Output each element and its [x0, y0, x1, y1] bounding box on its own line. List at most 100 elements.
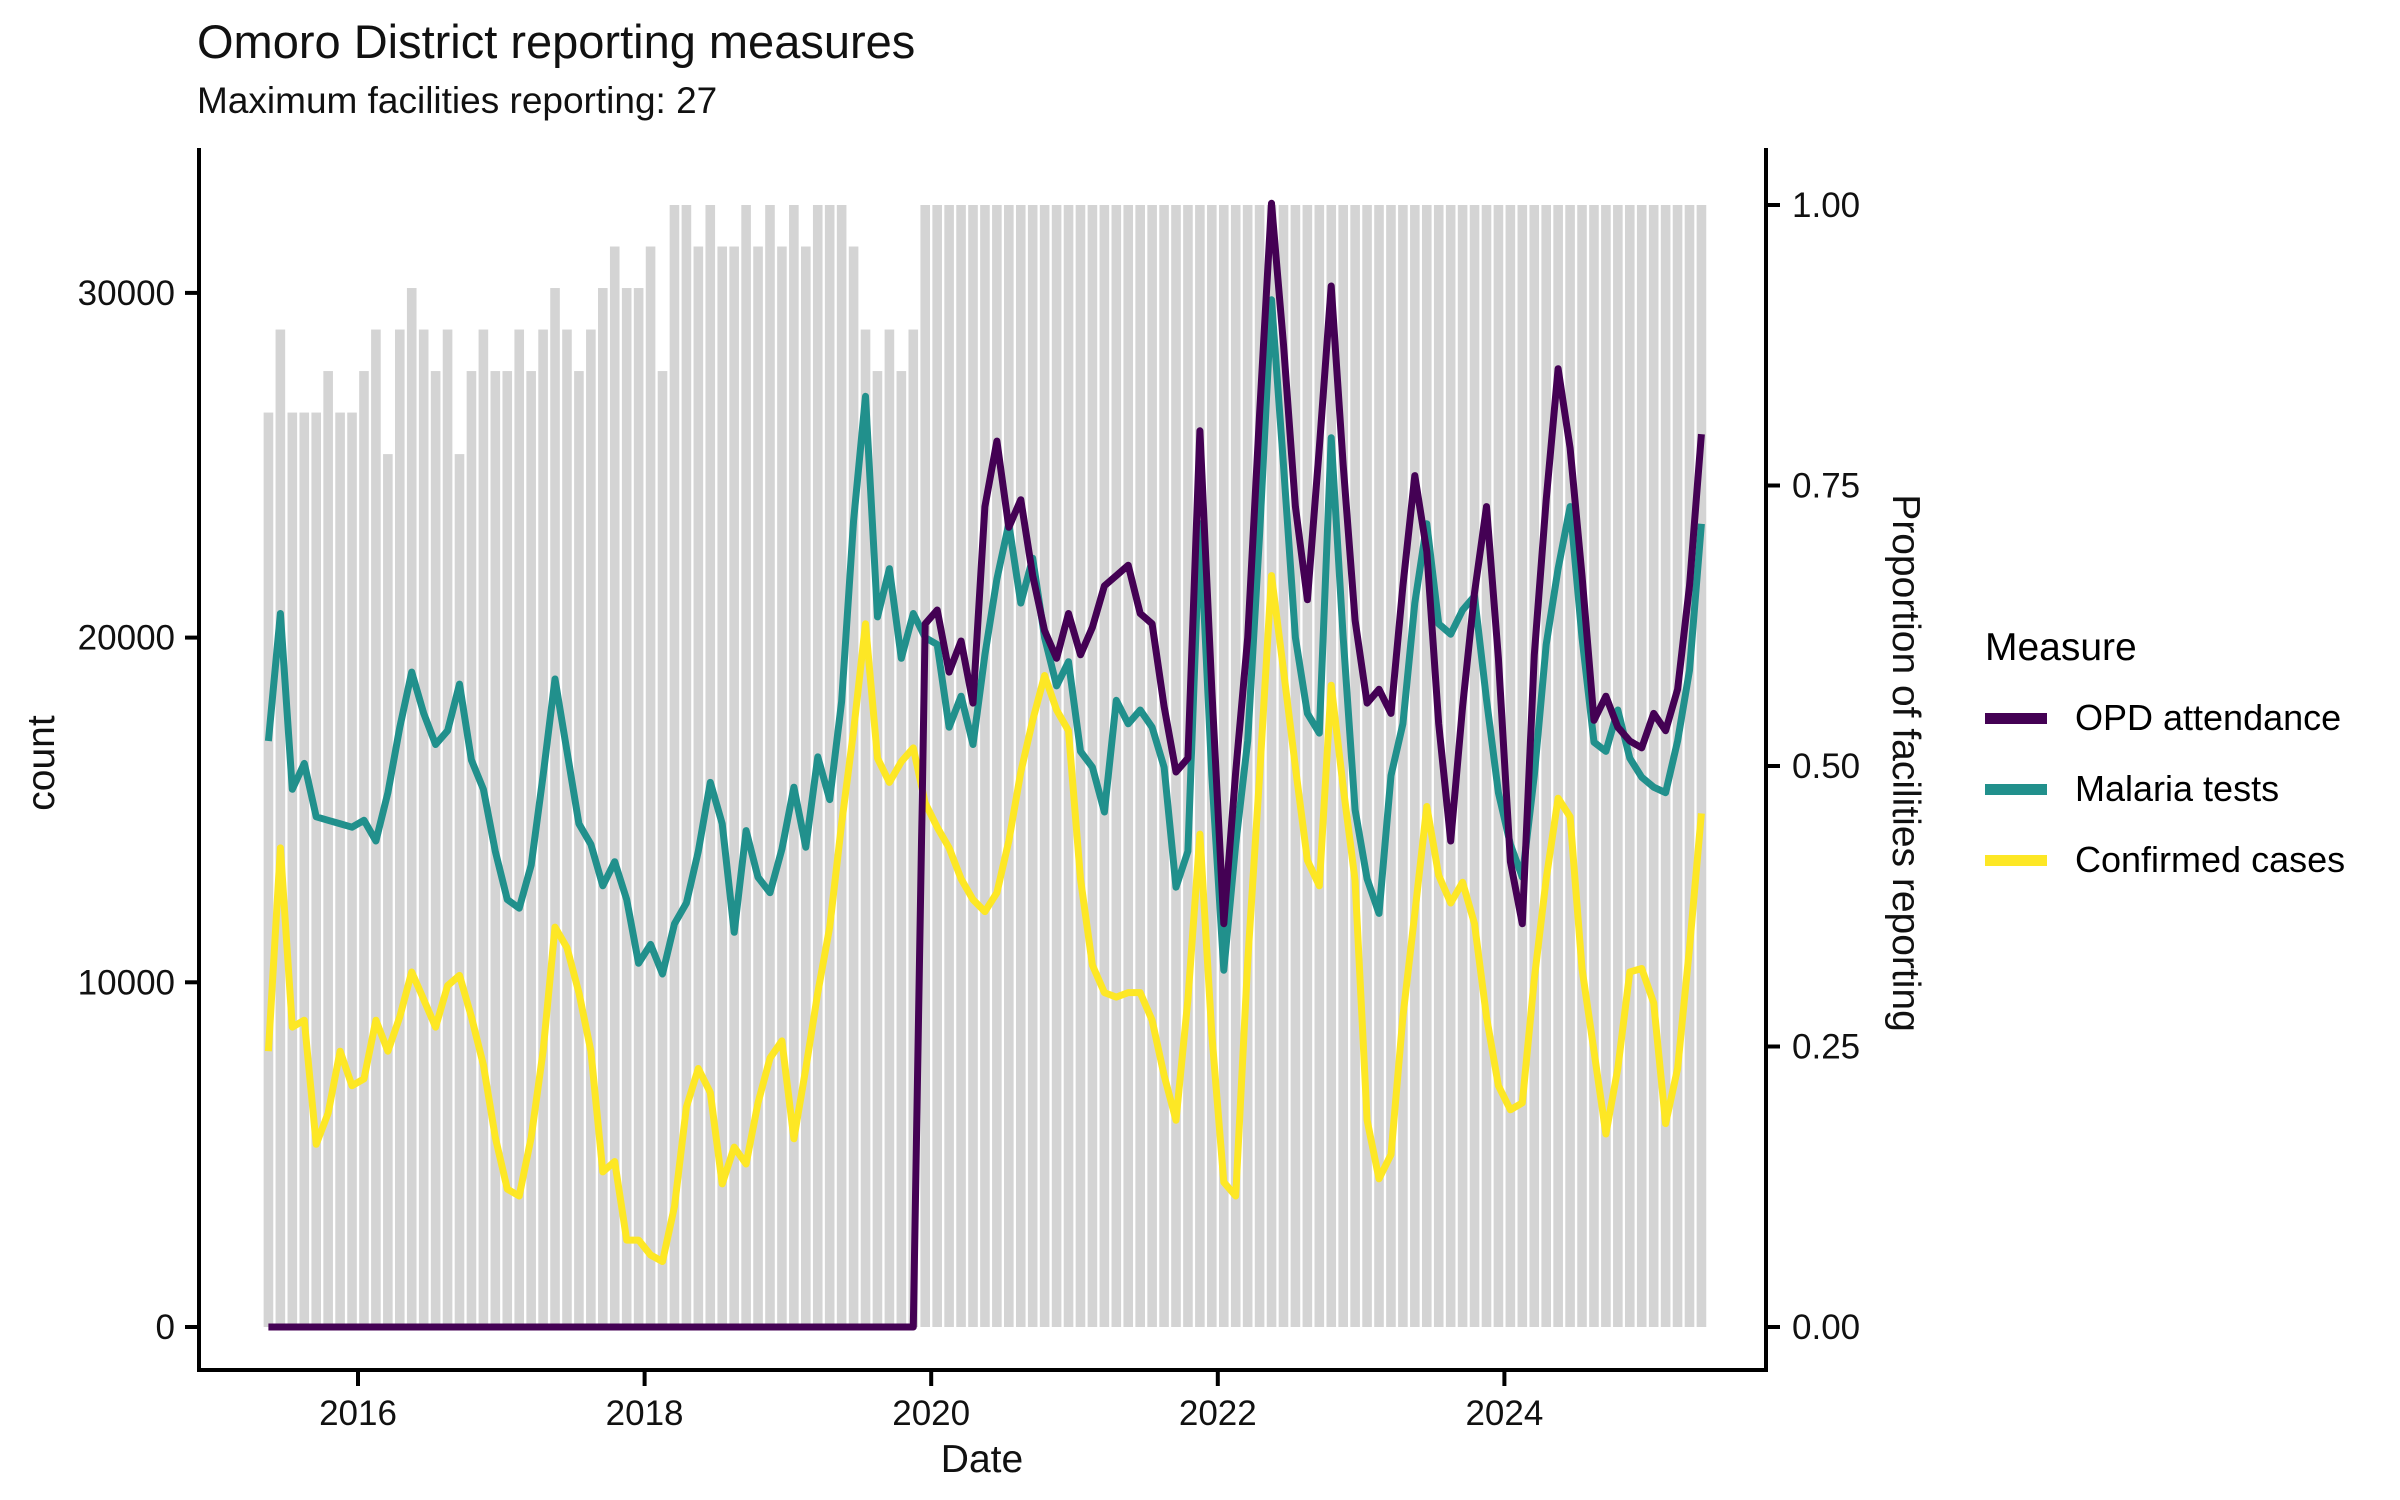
facility-proportion-bar [801, 246, 811, 1327]
legend-line-swatch [1985, 712, 2047, 724]
facility-proportion-bar [980, 205, 990, 1327]
facility-proportion-bar [1469, 205, 1480, 1327]
facility-proportion-bar [311, 412, 322, 1327]
y-axis-title-right: Proportion of facilities reporting [1884, 494, 1927, 1032]
x-tick-label: 2020 [892, 1394, 970, 1433]
facility-proportion-bar [1481, 205, 1492, 1327]
facility-proportion-bar [633, 288, 644, 1327]
series-line-confirmed-cases [264, 572, 1705, 1265]
legend-line-swatch [1985, 783, 2047, 795]
facility-proportion-bar [956, 205, 966, 1327]
facility-proportion-bar [896, 371, 907, 1327]
facility-proportion-bar [872, 371, 883, 1327]
facility-proportion-bar [1517, 205, 1528, 1327]
facility-proportion-bar [1218, 205, 1229, 1327]
legend: Measure OPD attendance Malaria tests Confi… [1985, 626, 2345, 882]
facility-proportion-bar [478, 329, 489, 1327]
facility-proportion-bar [1577, 205, 1587, 1327]
facility-proportion-bar [1601, 205, 1611, 1327]
facility-proportion-bar [657, 371, 668, 1327]
x-tick-label: 2018 [606, 1394, 684, 1433]
y-left-tick-label: 30000 [78, 274, 175, 313]
facility-proportion-bar [586, 329, 596, 1327]
facility-proportion-bar [263, 412, 274, 1327]
facility-proportion-bar [992, 205, 1002, 1327]
y-left-tick-label: 20000 [78, 619, 175, 658]
y-right-tick-label: 1.00 [1792, 186, 1860, 225]
facility-proportion-bar [299, 412, 310, 1327]
facility-proportion-bar [598, 288, 608, 1327]
facility-proportion-bar [1398, 205, 1408, 1327]
series-line-malaria-tests [264, 296, 1705, 978]
facility-proportion-bar [1302, 205, 1313, 1327]
legend-item-confirmed-cases: Confirmed cases [1985, 838, 2345, 882]
facility-proportion-bar [1147, 205, 1157, 1327]
facility-proportion-bar [609, 246, 620, 1327]
facility-proportion-bar [514, 329, 525, 1327]
y-right-tick-label: 0.00 [1792, 1308, 1860, 1347]
facility-proportion-bar [502, 371, 513, 1327]
facility-proportion-bar [1445, 205, 1456, 1327]
facility-proportion-bar [1135, 205, 1145, 1327]
y-right-tick-label: 0.25 [1792, 1028, 1860, 1067]
y-axis-title-left: count [20, 715, 63, 811]
facility-proportion-bar [717, 246, 728, 1327]
facility-proportion-bar [693, 246, 704, 1327]
legend-title: Measure [1985, 626, 2137, 669]
legend-line-swatch [1985, 854, 2047, 866]
facility-proportion-bar [741, 205, 751, 1327]
facility-proportion-bar [1505, 205, 1516, 1327]
facility-proportion-bar [1553, 205, 1563, 1327]
facility-proportion-bar [323, 371, 333, 1327]
facility-proportion-bar [574, 371, 584, 1327]
y-right-tick-label: 0.75 [1792, 467, 1860, 506]
facility-proportion-bar [765, 205, 775, 1327]
facility-proportion-bar [359, 371, 369, 1327]
facility-proportion-bar [1410, 205, 1420, 1327]
facility-proportion-bar [848, 246, 859, 1327]
facility-proportion-bar [824, 205, 835, 1327]
facility-proportion-bar [836, 205, 847, 1327]
facility-proportion-bar [968, 205, 978, 1327]
facility-proportion-bar [1326, 205, 1337, 1327]
legend-item-malaria-tests: Malaria tests [1985, 767, 2345, 811]
facility-proportion-bar [406, 288, 417, 1327]
facility-proportion-bar [538, 329, 548, 1327]
x-tick-label: 2024 [1465, 1394, 1543, 1433]
facility-proportion-bar [1004, 205, 1014, 1327]
facility-proportion-bar [645, 246, 656, 1327]
facility-proportion-bar [442, 329, 453, 1327]
facility-proportion-bar [669, 205, 680, 1327]
facility-proportion-bar [1433, 205, 1444, 1327]
facility-proportion-bar [1075, 205, 1086, 1327]
facility-proportion-bar [287, 412, 298, 1327]
facility-proportion-bar [705, 205, 716, 1327]
facility-proportion-bar [681, 205, 692, 1327]
facility-proportion-bar [789, 205, 799, 1327]
facility-proportion-bar [908, 329, 919, 1327]
facility-proportion-bar [466, 371, 477, 1327]
facility-proportion-bar [418, 329, 429, 1327]
facility-proportion-bar [394, 329, 405, 1327]
facility-proportion-bar [777, 246, 787, 1327]
facility-proportion-bar [1266, 205, 1277, 1327]
facility-proportion-bar [383, 454, 393, 1328]
legend-label: Malaria tests [2075, 768, 2280, 809]
facility-proportion-bar [1565, 205, 1575, 1327]
facility-proportion-bar [860, 329, 871, 1327]
legend-items: OPD attendance Malaria tests Confirmed cas… [1985, 696, 2345, 882]
facility-proportion-bar [932, 205, 942, 1327]
facility-proportion-bar [753, 246, 763, 1327]
facility-proportion-bar [1099, 205, 1110, 1327]
facility-proportion-bar [1636, 205, 1647, 1327]
page-title: Omoro District reporting measures [197, 15, 916, 68]
facility-proportion-bar [1362, 205, 1372, 1327]
x-tick-label: 2022 [1179, 1394, 1257, 1433]
facility-proportion-bar [1111, 205, 1122, 1327]
facility-proportion-bar [1039, 205, 1050, 1327]
x-axis-title: Date [940, 1438, 1024, 1481]
facility-proportion-bar [1589, 205, 1599, 1327]
legend-label: OPD attendance [2075, 697, 2342, 738]
